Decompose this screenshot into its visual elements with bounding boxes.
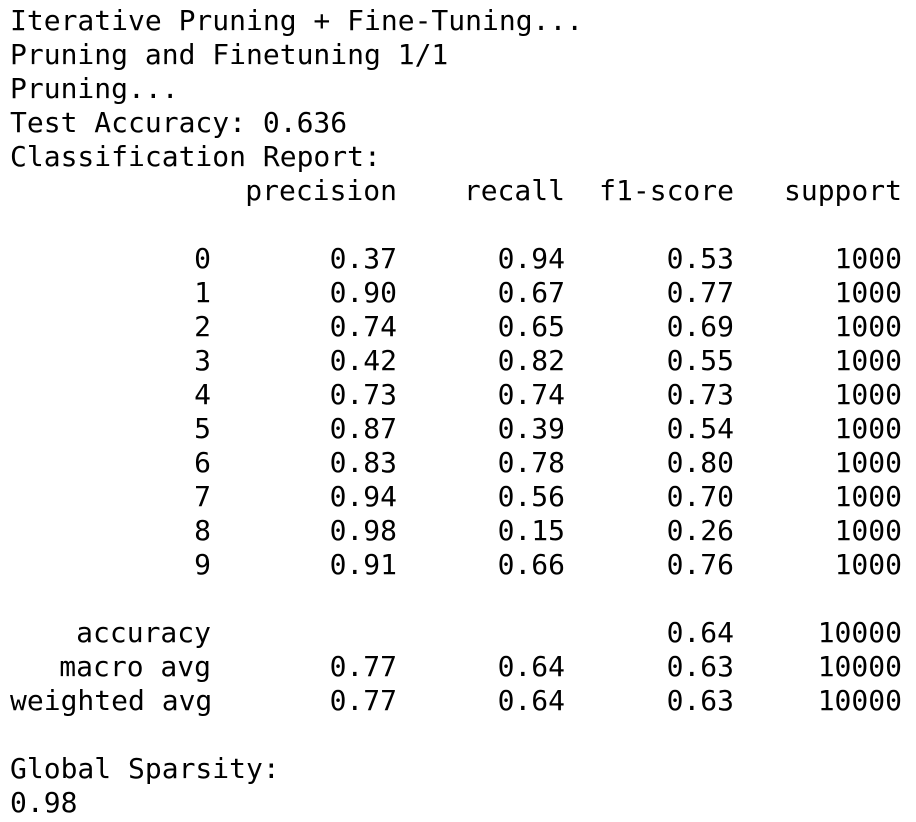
- cell-f1-score: 0.53: [666, 242, 734, 275]
- cell-recall: 0.56: [497, 480, 565, 513]
- cell-recall: 0.64: [497, 684, 565, 717]
- table-row: 3 0.42 0.82 0.55 1000: [10, 344, 916, 378]
- cell-recall: 0.39: [497, 412, 565, 445]
- blank-line: [10, 718, 916, 752]
- row-label: 0: [194, 242, 211, 275]
- header-f1-score: f1-score: [599, 174, 734, 207]
- cell-f1-score: 0.80: [666, 446, 734, 479]
- table-row: 2 0.74 0.65 0.69 1000: [10, 310, 916, 344]
- cell-precision: 0.91: [329, 548, 397, 581]
- row-label: macro avg: [59, 650, 211, 683]
- cell-f1-score: 0.69: [666, 310, 734, 343]
- table-row: 7 0.94 0.56 0.70 1000: [10, 480, 916, 514]
- table-row: 4 0.73 0.74 0.73 1000: [10, 378, 916, 412]
- cell-support: 1000: [834, 378, 902, 411]
- cell-f1-score: 0.54: [666, 412, 734, 445]
- report-header-row: precision recall f1-score support: [10, 174, 916, 208]
- sparsity-label: Global Sparsity:: [10, 752, 280, 785]
- cell-recall: 0.82: [497, 344, 565, 377]
- cell-precision: 0.42: [329, 344, 397, 377]
- blank-line: [10, 208, 916, 242]
- cell-f1-score: 0.63: [666, 650, 734, 683]
- cell-recall: 0.66: [497, 548, 565, 581]
- table-row: 5 0.87 0.39 0.54 1000: [10, 412, 916, 446]
- header-precision: precision: [245, 174, 397, 207]
- cell-support: 10000: [817, 650, 902, 683]
- row-label: 2: [194, 310, 211, 343]
- cell-f1-score: 0.77: [666, 276, 734, 309]
- cell-support: 1000: [834, 514, 902, 547]
- cell-f1-score: 0.76: [666, 548, 734, 581]
- cell-f1-score: 0.26: [666, 514, 734, 547]
- table-row: 0 0.37 0.94 0.53 1000: [10, 242, 916, 276]
- row-label: 9: [194, 548, 211, 581]
- cell-precision: 0.77: [329, 684, 397, 717]
- table-row: 1 0.90 0.67 0.77 1000: [10, 276, 916, 310]
- cell-f1-score: 0.63: [666, 684, 734, 717]
- cell-recall: 0.15: [497, 514, 565, 547]
- cell-recall: 0.65: [497, 310, 565, 343]
- cell-precision: 0.94: [329, 480, 397, 513]
- summary-row: macro avg 0.77 0.64 0.63 10000: [10, 650, 916, 684]
- summary-rows: accuracy 0.64 10000 macro avg 0.77 0.64 0.63 10…: [10, 616, 916, 718]
- cell-support: 10000: [817, 684, 902, 717]
- cell-precision: 0.90: [329, 276, 397, 309]
- row-label: 7: [194, 480, 211, 513]
- summary-row: accuracy 0.64 10000: [10, 616, 916, 650]
- cell-support: 1000: [834, 548, 902, 581]
- cell-support: 1000: [834, 480, 902, 513]
- sparsity-value: 0.98: [10, 786, 78, 819]
- cell-precision: 0.37: [329, 242, 397, 275]
- row-label: 1: [194, 276, 211, 309]
- summary-row: weighted avg 0.77 0.64 0.63 10000: [10, 684, 916, 718]
- cell-support: 1000: [834, 310, 902, 343]
- row-label: 8: [194, 514, 211, 547]
- class-rows: 0 0.37 0.94 0.53 1000 1 0.90 0.67 0.77 1000 2 0.74 0…: [10, 242, 916, 582]
- row-label: accuracy: [76, 616, 211, 649]
- cell-recall: 0.74: [497, 378, 565, 411]
- report-title: Classification Report:: [10, 140, 381, 173]
- header-recall: recall: [463, 174, 565, 207]
- cell-f1-score: 0.64: [666, 616, 734, 649]
- cell-f1-score: 0.70: [666, 480, 734, 513]
- test-accuracy-line: Test Accuracy: 0.636: [10, 106, 348, 139]
- cell-support: 1000: [834, 412, 902, 445]
- cell-precision: 0.77: [329, 650, 397, 683]
- cell-recall: 0.64: [497, 650, 565, 683]
- table-row: 8 0.98 0.15 0.26 1000: [10, 514, 916, 548]
- log-line-progress: Pruning and Finetuning 1/1: [10, 38, 449, 71]
- cell-recall: 0.67: [497, 276, 565, 309]
- row-label: 5: [194, 412, 211, 445]
- cell-precision: 0.73: [329, 378, 397, 411]
- row-label: 6: [194, 446, 211, 479]
- table-row: 9 0.91 0.66 0.76 1000: [10, 548, 916, 582]
- cell-support: 10000: [817, 616, 902, 649]
- cell-precision: 0.74: [329, 310, 397, 343]
- row-label: 4: [194, 378, 211, 411]
- cell-precision: 0.98: [329, 514, 397, 547]
- cell-recall: 0.78: [497, 446, 565, 479]
- blank-line: [10, 582, 916, 616]
- cell-support: 1000: [834, 344, 902, 377]
- cell-support: 1000: [834, 446, 902, 479]
- log-line-header: Iterative Pruning + Fine-Tuning...: [10, 4, 584, 37]
- cell-f1-score: 0.55: [666, 344, 734, 377]
- log-line-pruning: Pruning...: [10, 72, 179, 105]
- table-row: 6 0.83 0.78 0.80 1000: [10, 446, 916, 480]
- cell-precision: 0.87: [329, 412, 397, 445]
- cell-precision: 0.83: [329, 446, 397, 479]
- cell-support: 1000: [834, 242, 902, 275]
- cell-support: 1000: [834, 276, 902, 309]
- cell-f1-score: 0.73: [666, 378, 734, 411]
- header-support: support: [783, 174, 902, 207]
- row-label: 3: [194, 344, 211, 377]
- row-label: weighted avg: [10, 684, 213, 717]
- cell-recall: 0.94: [497, 242, 565, 275]
